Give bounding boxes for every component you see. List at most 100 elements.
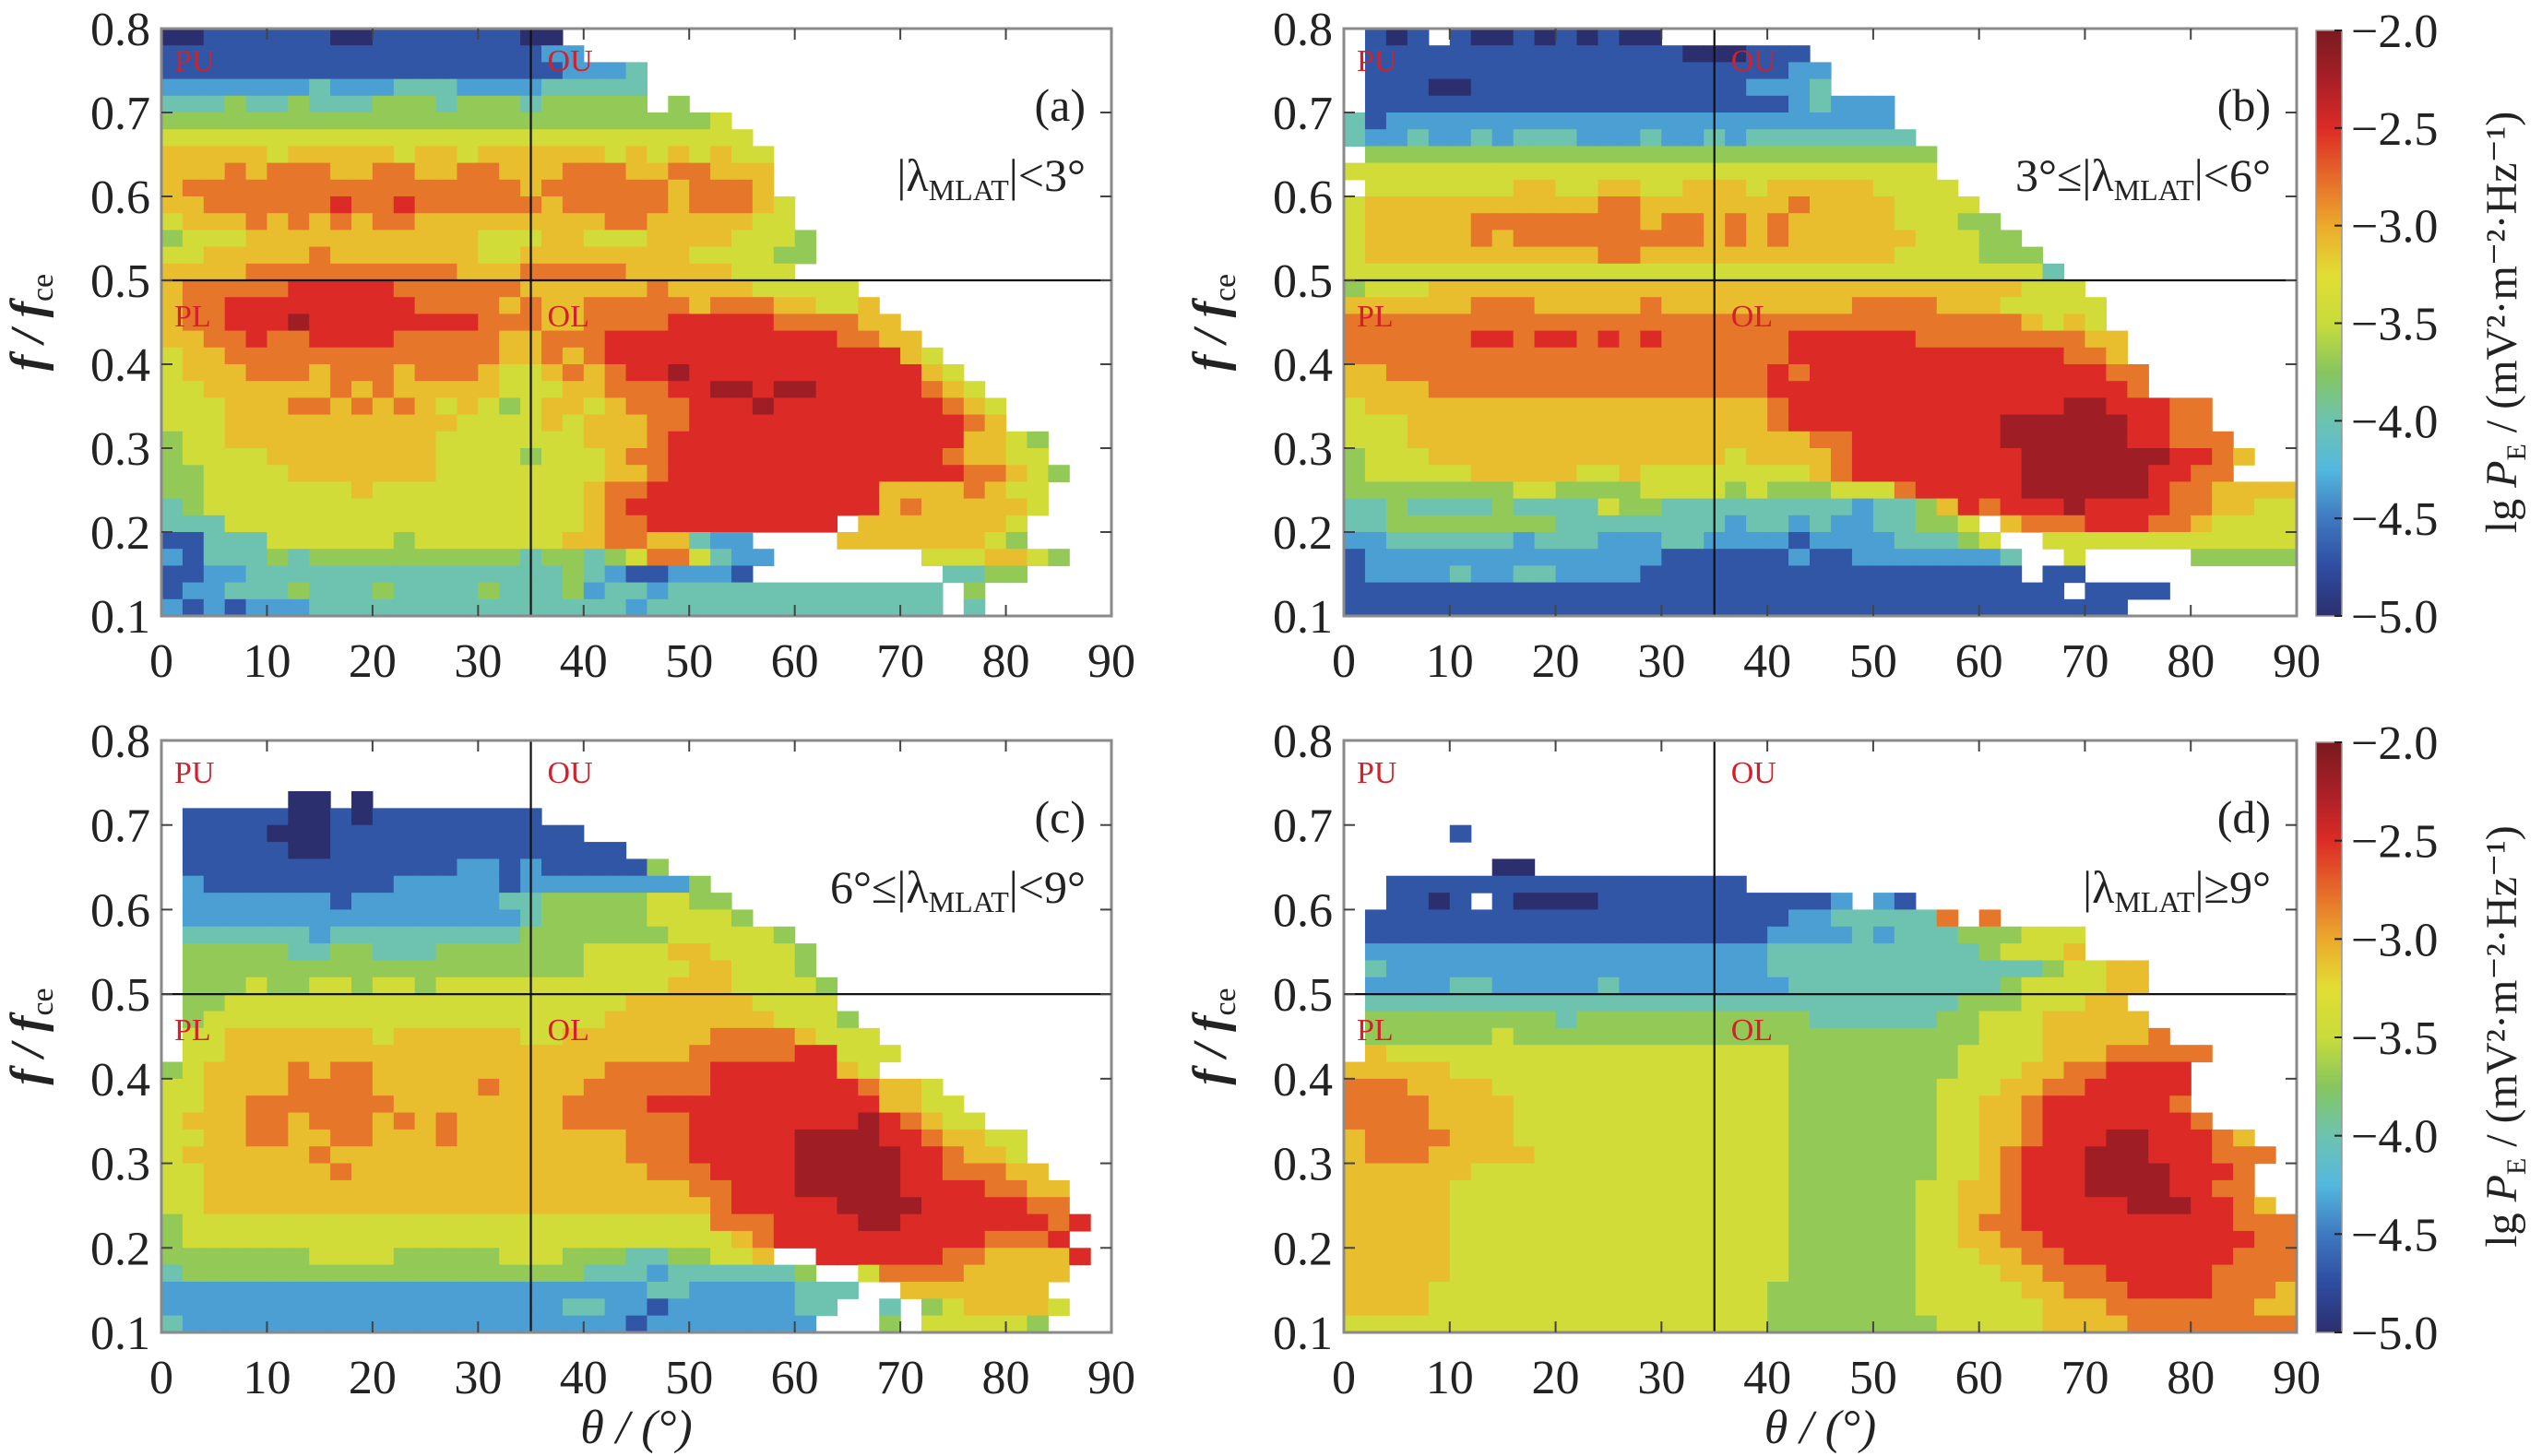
heatmap-cell xyxy=(647,1315,669,1333)
heatmap-cell xyxy=(393,893,416,911)
heatmap-cell xyxy=(1513,893,1536,911)
heatmap-cell xyxy=(1470,1095,1493,1114)
heatmap-cell xyxy=(1005,549,1028,566)
heatmap-cell xyxy=(752,230,775,248)
heatmap-cell xyxy=(2191,1045,2213,1063)
heatmap-cell xyxy=(604,565,627,584)
heatmap-cell xyxy=(2148,1230,2170,1249)
heatmap-cell xyxy=(541,246,564,265)
heatmap-cell xyxy=(562,875,585,894)
heatmap-cell xyxy=(1725,397,1747,416)
heatmap-cell xyxy=(393,29,416,46)
heatmap-cell xyxy=(1915,498,1938,516)
heatmap-cell xyxy=(1048,1213,1070,1232)
heatmap-cell xyxy=(1344,582,1366,600)
heatmap-cell xyxy=(752,146,775,164)
heatmap-cell xyxy=(457,414,479,432)
heatmap-cell xyxy=(161,364,184,382)
heatmap-cell xyxy=(330,1027,352,1046)
heatmap-cell xyxy=(1894,431,1917,449)
heatmap-cell xyxy=(1534,162,1557,181)
heatmap-cell xyxy=(1598,280,1621,298)
heatmap-cell xyxy=(1725,280,1747,298)
heatmap-cell xyxy=(1428,1264,1451,1283)
heatmap-cell xyxy=(351,196,374,214)
heatmap-cell xyxy=(288,78,310,97)
heatmap-cell xyxy=(583,1146,606,1165)
heatmap-cell xyxy=(1027,465,1049,482)
heatmap-cell xyxy=(1534,498,1557,516)
heatmap-cell xyxy=(1936,314,1959,332)
heatmap-cell xyxy=(625,1163,648,1181)
heatmap-cell xyxy=(267,196,289,214)
heatmap-cell xyxy=(710,1045,732,1063)
heatmap-cell xyxy=(1470,381,1493,398)
panel-b: 0 10 20 30 40 50 60 70 80 900.10.20.30.40.50.60.7… xyxy=(1184,4,2532,688)
heatmap-cell xyxy=(457,112,479,130)
heatmap-cell xyxy=(604,1011,627,1029)
heatmap-cell xyxy=(2000,598,2023,617)
x-tick-label: 90 xyxy=(1087,1352,1135,1404)
x-axis-label: θ / (°) xyxy=(580,1402,692,1454)
heatmap-cell xyxy=(1470,263,1493,281)
heatmap-cell xyxy=(245,112,268,130)
heatmap-cell xyxy=(1640,909,1662,928)
heatmap-cell xyxy=(267,875,289,894)
heatmap-cell xyxy=(1767,515,1789,533)
heatmap-cell xyxy=(1555,45,1578,63)
heatmap-cell xyxy=(794,1163,817,1181)
heatmap-cell xyxy=(2212,515,2234,533)
heatmap-cell xyxy=(203,162,226,181)
heatmap-cell xyxy=(1449,909,1472,928)
heatmap-cell xyxy=(1788,381,1811,398)
heatmap-cell xyxy=(1027,1264,1049,1283)
heatmap-cell xyxy=(668,1281,690,1299)
heatmap-cell xyxy=(583,1011,606,1029)
heatmap-cell xyxy=(1830,1230,1853,1249)
heatmap-cell xyxy=(604,263,627,281)
heatmap-cell xyxy=(942,465,965,482)
heatmap-cell xyxy=(1576,943,1599,962)
heatmap-cell xyxy=(1661,1264,1683,1283)
x-tick-label: 40 xyxy=(560,1352,608,1404)
heatmap-cell xyxy=(625,381,648,398)
heatmap-cell xyxy=(288,532,310,550)
heatmap-cell xyxy=(1555,297,1578,314)
heatmap-cell xyxy=(1661,1197,1683,1215)
heatmap-cell xyxy=(1598,330,1621,349)
heatmap-cell xyxy=(2000,381,2023,398)
heatmap-cell xyxy=(2021,1179,2044,1198)
heatmap-cell xyxy=(1767,1095,1789,1114)
heatmap-cell xyxy=(414,1179,437,1198)
heatmap-cell xyxy=(1915,196,1938,214)
heatmap-cell xyxy=(351,62,374,80)
heatmap-cell xyxy=(1810,1146,1832,1165)
heatmap-cell xyxy=(1598,431,1621,449)
heatmap-cell xyxy=(1894,498,1917,516)
region-label-pl: PL xyxy=(1357,1013,1394,1048)
heatmap-cell xyxy=(224,448,247,466)
heatmap-cell xyxy=(1682,565,1705,584)
heatmap-cell xyxy=(689,1315,711,1333)
heatmap-cell xyxy=(1534,381,1557,398)
heatmap-cell xyxy=(203,314,226,332)
heatmap-cell xyxy=(1449,893,1472,911)
heatmap-cell xyxy=(1767,1197,1789,1215)
heatmap-cell xyxy=(1407,314,1430,332)
heatmap-cell xyxy=(2148,1061,2170,1080)
heatmap-cell xyxy=(1957,381,1980,398)
heatmap-cell xyxy=(2275,481,2298,500)
heatmap-cell xyxy=(161,1078,184,1096)
heatmap-cell xyxy=(2000,994,2023,1012)
heatmap-cell xyxy=(1682,893,1705,911)
heatmap-cell xyxy=(372,280,395,298)
heatmap-cell xyxy=(309,808,331,826)
heatmap-cell xyxy=(900,1095,922,1114)
heatmap-cell xyxy=(224,909,247,928)
heatmap-cell xyxy=(1407,364,1430,382)
heatmap-cell xyxy=(1957,1095,1980,1114)
heatmap-cell xyxy=(1534,1129,1557,1147)
heatmap-cell xyxy=(1810,994,1832,1012)
heatmap-cell xyxy=(499,1146,521,1165)
heatmap-cell xyxy=(1344,263,1366,281)
